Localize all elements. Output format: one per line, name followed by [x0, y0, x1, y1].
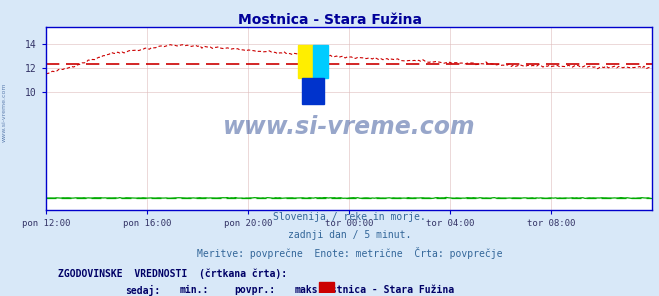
- Text: Mostnica - Stara Fužina: Mostnica - Stara Fužina: [319, 285, 454, 295]
- Text: min.:: min.:: [179, 285, 209, 295]
- Text: Meritve: povprečne  Enote: metrične  Črta: povprečje: Meritve: povprečne Enote: metrične Črta:…: [196, 247, 502, 259]
- Text: Slovenija / reke in morje.: Slovenija / reke in morje.: [273, 212, 426, 222]
- Text: povpr.:: povpr.:: [234, 285, 275, 295]
- Bar: [313, 45, 328, 78]
- Text: maks.:: maks.:: [295, 285, 330, 295]
- Text: sedaj:: sedaj:: [125, 285, 160, 296]
- Text: Mostnica - Stara Fužina: Mostnica - Stara Fužina: [237, 13, 422, 27]
- Text: ZGODOVINSKE  VREDNOSTI  (črtkana črta):: ZGODOVINSKE VREDNOSTI (črtkana črta):: [58, 268, 287, 279]
- Text: zadnji dan / 5 minut.: zadnji dan / 5 minut.: [287, 230, 411, 240]
- Bar: [298, 45, 313, 78]
- Bar: [302, 78, 324, 104]
- Text: www.si-vreme.com: www.si-vreme.com: [2, 83, 7, 142]
- Bar: [319, 282, 334, 296]
- Text: www.si-vreme.com: www.si-vreme.com: [223, 115, 476, 139]
